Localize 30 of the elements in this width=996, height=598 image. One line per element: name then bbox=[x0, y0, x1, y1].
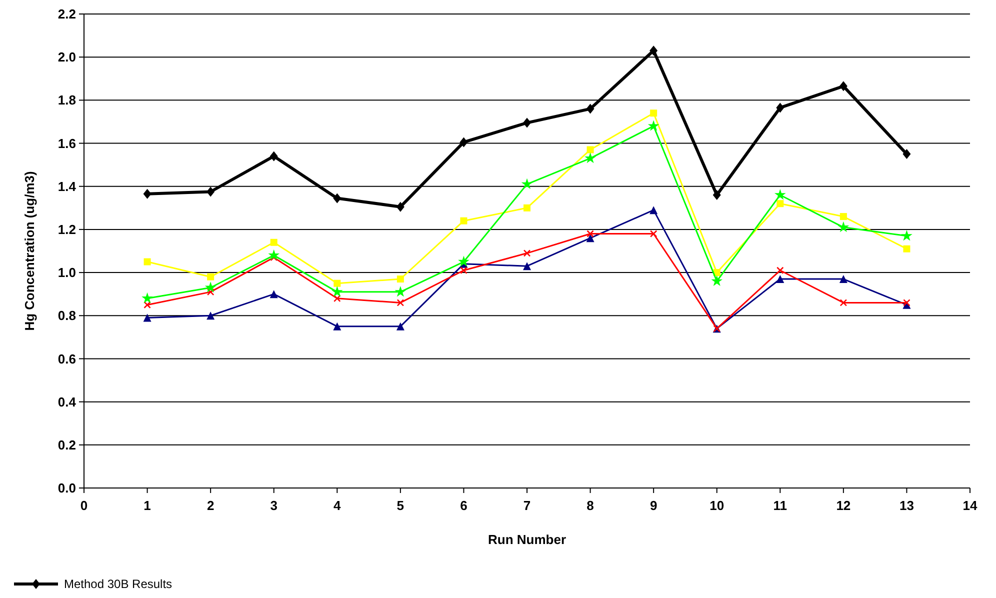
x-tick-label: 3 bbox=[270, 498, 278, 513]
y-axis-title: Hg Concentration (ug/m3) bbox=[22, 171, 37, 331]
y-tick-label: 0.2 bbox=[58, 437, 76, 452]
x-tick-label: 2 bbox=[206, 498, 214, 513]
x-tick-label: 9 bbox=[650, 498, 658, 513]
x-tick-label: 5 bbox=[396, 498, 404, 513]
y-tick-label: 0.0 bbox=[58, 480, 76, 496]
x-tick-label: 1 bbox=[144, 498, 151, 513]
x-tick-label: 14 bbox=[962, 498, 978, 513]
legend-label: Method 30B Results bbox=[64, 577, 172, 591]
y-tick-label: 0.8 bbox=[58, 308, 76, 324]
x-tick-label: 13 bbox=[899, 498, 914, 513]
y-tick-label: 0.6 bbox=[58, 351, 76, 366]
y-tick-label: 1.6 bbox=[58, 136, 76, 151]
y-tick-label: 1.4 bbox=[58, 178, 77, 194]
y-tick-label: 1.2 bbox=[58, 222, 76, 238]
x-tick-label: 11 bbox=[773, 498, 788, 513]
x-tick-label: 10 bbox=[710, 498, 724, 513]
x-tick-label: 4 bbox=[334, 498, 342, 513]
y-tick-label: 2.0 bbox=[58, 50, 76, 65]
x-tick-label: 0 bbox=[80, 498, 88, 513]
y-tick-label: 1.8 bbox=[58, 92, 76, 108]
x-axis-title: Run Number bbox=[488, 532, 566, 547]
y-tick-label: 2.2 bbox=[58, 6, 76, 22]
y-tick-label: 0.4 bbox=[58, 394, 77, 410]
x-tick-label: 6 bbox=[460, 498, 468, 513]
x-tick-label: 8 bbox=[586, 498, 594, 513]
x-tick-label: 7 bbox=[523, 498, 531, 513]
y-tick-label: 1.0 bbox=[58, 265, 76, 280]
x-tick-label: 12 bbox=[836, 498, 851, 513]
